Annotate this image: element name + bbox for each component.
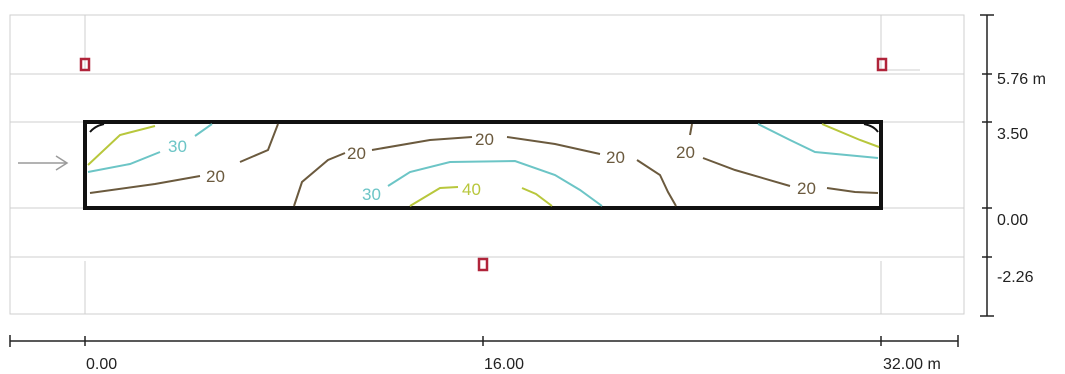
contour-20-center-b — [506, 136, 601, 155]
contour-label: 30 — [362, 185, 381, 204]
contour-40-right — [821, 123, 880, 148]
x-tick-label: 32.00 m — [883, 356, 941, 373]
contour-20-left-upper — [239, 123, 279, 163]
contour-20-center-right — [636, 159, 677, 207]
y-tick-label: -2.26 — [997, 269, 1034, 286]
contour-30-left-top — [194, 123, 213, 137]
contour-30-center-a — [387, 159, 603, 207]
y-tick-label: 0.00 — [997, 212, 1028, 229]
contour-20-center-left — [293, 152, 346, 207]
traffic-direction-arrow-icon — [18, 155, 69, 171]
contour-20-left-lower — [89, 175, 201, 194]
contour-20-right-a — [689, 123, 693, 136]
y-tick-label: 3.50 — [997, 126, 1028, 143]
luminaire-marker — [876, 57, 888, 72]
contour-labels: 30 20 20 20 20 20 20 30 40 — [168, 130, 816, 204]
contour-30-left — [87, 151, 161, 173]
contour-lines — [87, 123, 880, 207]
contour-40-center-a — [409, 186, 459, 207]
contour-label: 20 — [606, 148, 625, 167]
luminaire-marker — [477, 257, 489, 272]
contour-label: 20 — [797, 179, 816, 198]
measurement-area — [83, 120, 883, 210]
luminaire-markers — [79, 57, 888, 272]
x-axis — [9, 335, 959, 347]
contour-label: 40 — [462, 180, 481, 199]
contour-label: 20 — [475, 130, 494, 149]
contour-label: 20 — [676, 143, 695, 162]
contour-20-right-c — [826, 187, 879, 194]
contour-40-center-b — [521, 187, 553, 207]
x-tick-label: 16.00 — [484, 356, 524, 373]
corner-marks — [89, 123, 879, 133]
contour-20-right-b — [702, 157, 791, 187]
y-tick-label: 5.76 m — [997, 71, 1046, 88]
contour-label: 20 — [206, 167, 225, 186]
contour-20-center-a — [371, 136, 473, 151]
y-axis — [980, 14, 994, 317]
contour-30-right — [757, 123, 879, 159]
contour-label: 20 — [347, 144, 366, 163]
luminaire-marker — [79, 57, 91, 72]
contour-label: 30 — [168, 137, 187, 156]
contour-40-left-top — [87, 125, 156, 166]
x-tick-label: 0.00 — [86, 356, 117, 373]
